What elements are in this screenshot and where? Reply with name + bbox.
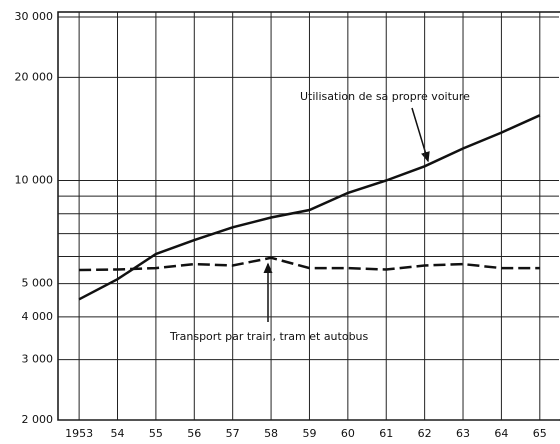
y-tick-label: 10 000 <box>15 173 54 186</box>
x-tick-label: 62 <box>418 427 432 440</box>
x-tick-label: 55 <box>149 427 163 440</box>
x-tick-label: 56 <box>187 427 201 440</box>
series-label: Utilisation de sa propre voiture <box>300 90 470 103</box>
y-tick-label: 30 000 <box>15 10 54 23</box>
series-label: Transport par train, tram et autobus <box>169 330 369 343</box>
y-tick-label: 20 000 <box>15 70 54 83</box>
x-tick-label: 1953 <box>65 427 93 440</box>
x-tick-label: 59 <box>302 427 316 440</box>
x-tick-label: 61 <box>379 427 393 440</box>
x-tick-label: 54 <box>111 427 125 440</box>
x-tick-label: 58 <box>264 427 278 440</box>
y-tick-label: 5 000 <box>22 277 54 290</box>
x-tick-label: 57 <box>226 427 240 440</box>
x-tick-label: 64 <box>494 427 508 440</box>
y-tick-label: 3 000 <box>22 353 54 366</box>
x-tick-label: 65 <box>533 427 547 440</box>
x-tick-label: 60 <box>341 427 355 440</box>
y-tick-label: 2 000 <box>22 413 54 426</box>
data-line <box>78 114 541 301</box>
arrow <box>411 107 430 163</box>
data-line <box>79 256 540 272</box>
y-tick-label: 4 000 <box>22 310 54 323</box>
x-tick-label: 63 <box>456 427 470 440</box>
